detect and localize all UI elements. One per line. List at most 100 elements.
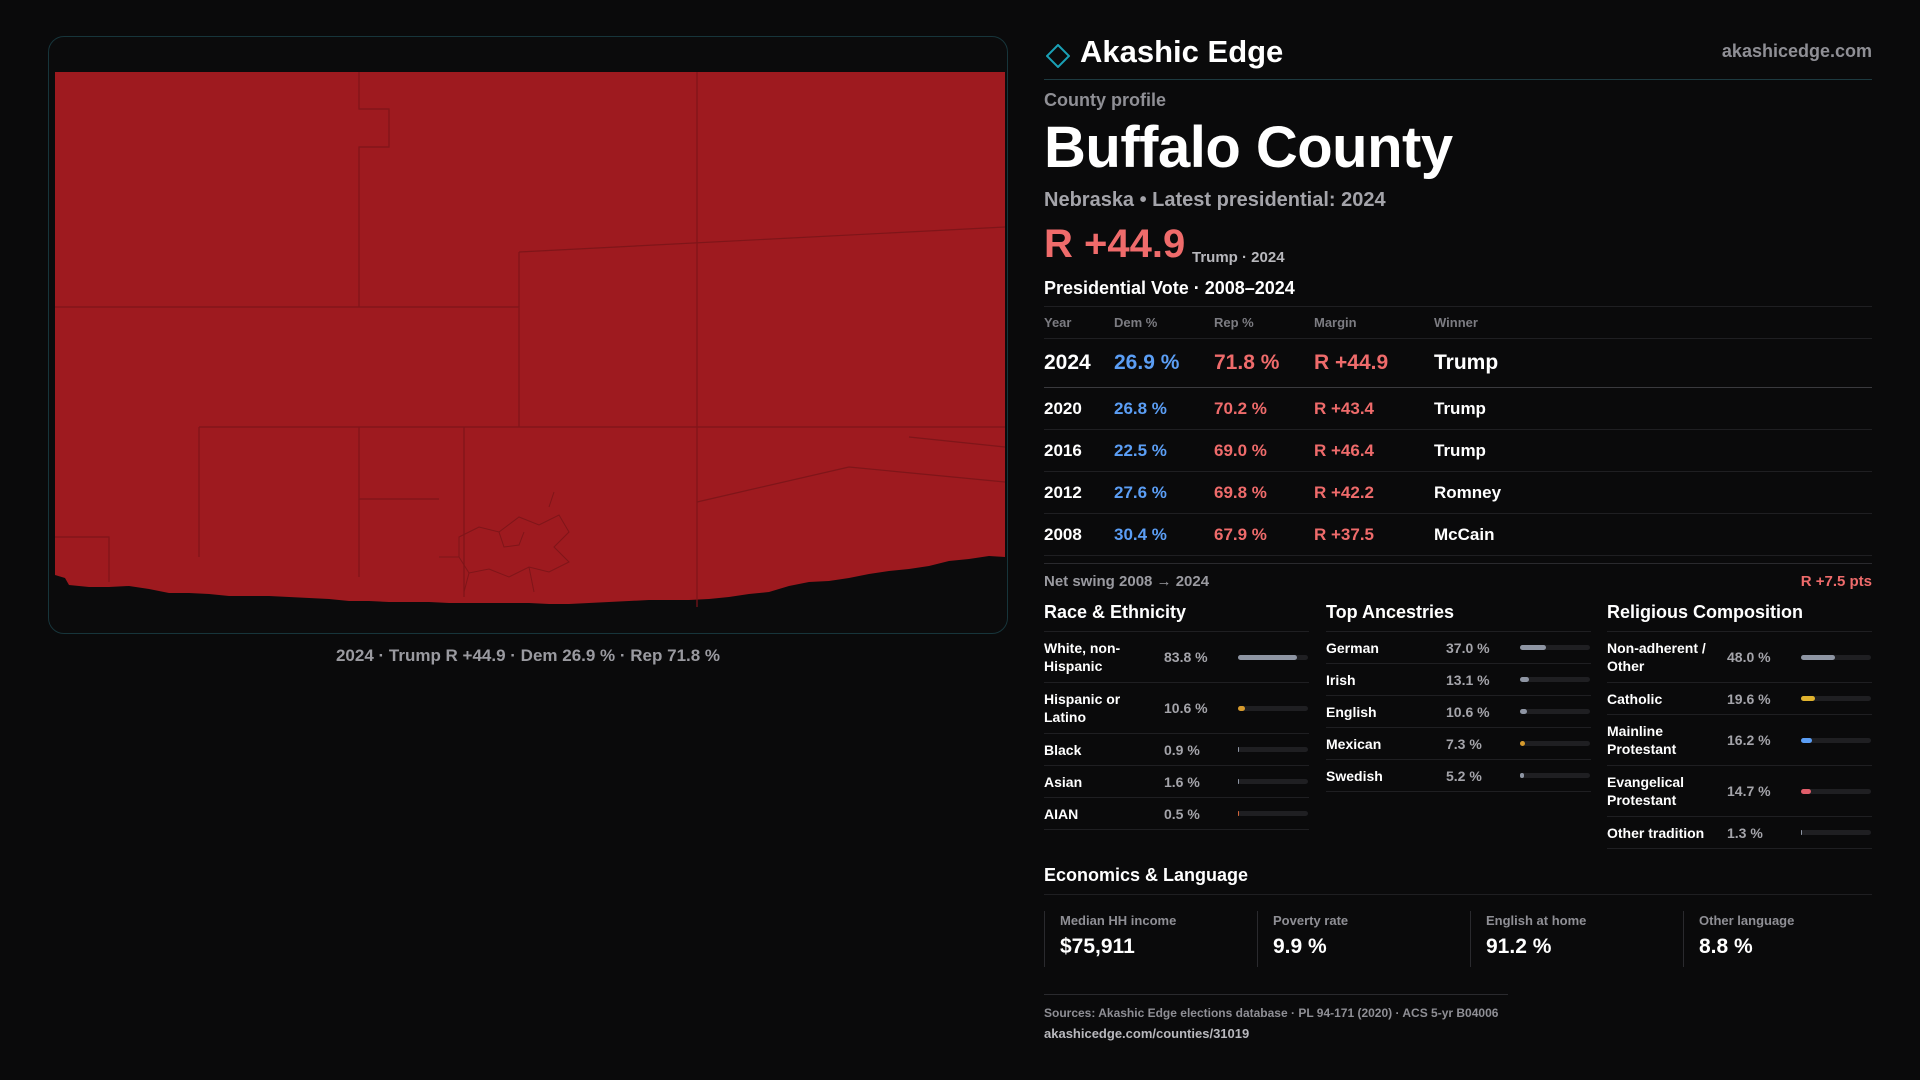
headline-margin-note: Trump · 2024 (1192, 249, 1285, 266)
stat-value: 9.9 % (1273, 935, 1327, 958)
rep-cell: 70.2 % (1214, 387, 1314, 430)
rep-cell: 69.8 % (1214, 471, 1314, 514)
table-row: 2008 30.4 % 67.9 % R +37.5 McCain (1044, 513, 1872, 556)
township-lines (55, 72, 1006, 607)
ancestry-value: 10.6 % (1446, 703, 1490, 720)
dem-cell: 22.5 % (1114, 429, 1214, 472)
stat-label: Poverty rate (1273, 913, 1349, 928)
race-value: 0.9 % (1164, 741, 1200, 758)
religion-label: Other tradition (1607, 824, 1705, 841)
col-winner: Winner (1434, 306, 1872, 339)
stat-value: 8.8 % (1699, 935, 1753, 958)
dem-cell: 26.9 % (1114, 338, 1214, 388)
list-item: Black 0.9 % (1044, 734, 1309, 766)
ancestry-bar-fill (1520, 773, 1524, 778)
stat-card-other-language: Other language 8.8 % (1683, 911, 1895, 967)
religion-bar-fill (1801, 788, 1812, 794)
winner-cell: Romney (1434, 471, 1872, 514)
religion-bar (1801, 788, 1871, 794)
race-bar-fill (1238, 705, 1246, 711)
sources-note: Sources: Akashic Edge elections database… (1044, 1006, 1499, 1020)
margin-cell: R +43.4 (1314, 387, 1434, 430)
list-item: Evangelical Protestant 14.7 % (1607, 766, 1872, 817)
rep-cell: 71.8 % (1214, 338, 1314, 388)
ancestry-value: 5.2 % (1446, 767, 1482, 784)
ancestry-bar-fill (1520, 709, 1528, 714)
religion-label: Non-adherent / Other (1607, 640, 1706, 674)
race-label: Black (1044, 741, 1082, 758)
dem-cell: 27.6 % (1114, 471, 1214, 514)
year-cell: 2020 (1044, 387, 1114, 430)
race-bar-fill (1238, 779, 1240, 784)
headline-margin: R +44.9 (1044, 222, 1186, 266)
race-bar (1238, 779, 1308, 784)
race-bar-fill (1238, 747, 1240, 752)
ancestry-value: 37.0 % (1446, 639, 1490, 656)
year-cell: 2024 (1044, 338, 1114, 388)
list-item: Other tradition 1.3 % (1607, 817, 1872, 849)
profile-subtitle: Nebraska • Latest presidential: 2024 (1044, 189, 1386, 211)
winner-cell: McCain (1434, 513, 1872, 556)
religion-label: Catholic (1607, 690, 1663, 707)
list-item: English 10.6 % (1326, 696, 1591, 728)
county-profile-panel: Akashic Edge akashicedge.com County prof… (1044, 0, 1872, 1080)
list-item: Mexican 7.3 % (1326, 728, 1591, 760)
race-bar (1238, 811, 1308, 816)
stat-card-income: Median HH income $75,911 (1044, 911, 1256, 967)
table-row: 2012 27.6 % 69.8 % R +42.2 Romney (1044, 471, 1872, 514)
religion-label: Mainline Protestant (1607, 723, 1677, 757)
race-bar-fill (1238, 654, 1297, 660)
net-swing-value: R +7.5 pts (1800, 573, 1872, 590)
divider (1044, 994, 1508, 995)
map-caption: 2024 · Trump R +44.9 · Dem 26.9 % · Rep … (335, 646, 721, 665)
brand-url-link[interactable]: akashicedge.com (1721, 41, 1872, 61)
ancestry-bar-fill (1520, 677, 1530, 682)
winner-cell: Trump (1434, 338, 1872, 388)
list-item: AIAN 0.5 % (1044, 798, 1309, 830)
race-label: AIAN (1044, 805, 1079, 822)
county-url-link[interactable]: akashicedge.com/counties/31019 (1044, 1026, 1250, 1041)
list-item: Asian 1.6 % (1044, 766, 1309, 798)
net-swing-label: Net swing 2008 → 2024 (1044, 573, 1210, 590)
stat-value: $75,911 (1060, 935, 1135, 958)
brand-name: Akashic Edge (1080, 34, 1284, 69)
ancestry-label: English (1326, 703, 1377, 720)
ancestry-bar-fill (1520, 741, 1526, 746)
ancestry-label: Irish (1326, 671, 1356, 688)
religion-bar-fill (1801, 696, 1815, 701)
religion-label: Evangelical Protestant (1607, 774, 1685, 808)
religion-bar-fill (1801, 654, 1835, 660)
race-bar (1238, 654, 1308, 660)
religion-value: 48.0 % (1727, 649, 1771, 665)
col-rep: Rep % (1214, 306, 1314, 339)
net-swing: Net swing 2008 → 2024 R +7.5 pts (1044, 563, 1872, 590)
col-dem: Dem % (1114, 306, 1214, 339)
page-title: Buffalo County (1044, 115, 1453, 180)
race-section-title: Race & Ethnicity (1044, 602, 1309, 632)
col-margin: Margin (1314, 306, 1434, 339)
divider (1044, 894, 1872, 895)
diamond-logo-icon (1046, 44, 1070, 68)
table-row: 2016 22.5 % 69.0 % R +46.4 Trump (1044, 429, 1872, 472)
religion-section: Religious Composition Non-adherent / Oth… (1607, 602, 1872, 849)
stat-card-english: English at home 91.2 % (1470, 911, 1682, 967)
stat-label: English at home (1486, 913, 1587, 928)
table-row: 2020 26.8 % 70.2 % R +43.4 Trump (1044, 387, 1872, 430)
profile-eyebrow: County profile (1044, 90, 1166, 110)
ancestry-label: Mexican (1326, 735, 1382, 752)
rep-cell: 69.0 % (1214, 429, 1314, 472)
ancestry-section-title: Top Ancestries (1326, 602, 1591, 632)
economics-section-title: Economics & Language (1044, 865, 1249, 885)
list-item: Mainline Protestant 16.2 % (1607, 715, 1872, 766)
list-item: Catholic 19.6 % (1607, 683, 1872, 715)
vote-table: Year Dem % Rep % Margin Winner 2024 26.9… (1044, 306, 1872, 556)
race-label: Asian (1044, 773, 1083, 790)
ancestry-bar (1520, 773, 1590, 778)
race-value: 0.5 % (1164, 805, 1200, 822)
race-bar (1238, 747, 1308, 752)
table-row: 2024 26.9 % 71.8 % R +44.9 Trump (1044, 338, 1872, 388)
religion-bar (1801, 830, 1871, 835)
list-item: Irish 13.1 % (1326, 664, 1591, 696)
stat-card-poverty: Poverty rate 9.9 % (1257, 911, 1469, 967)
city-boundaries (439, 491, 570, 593)
